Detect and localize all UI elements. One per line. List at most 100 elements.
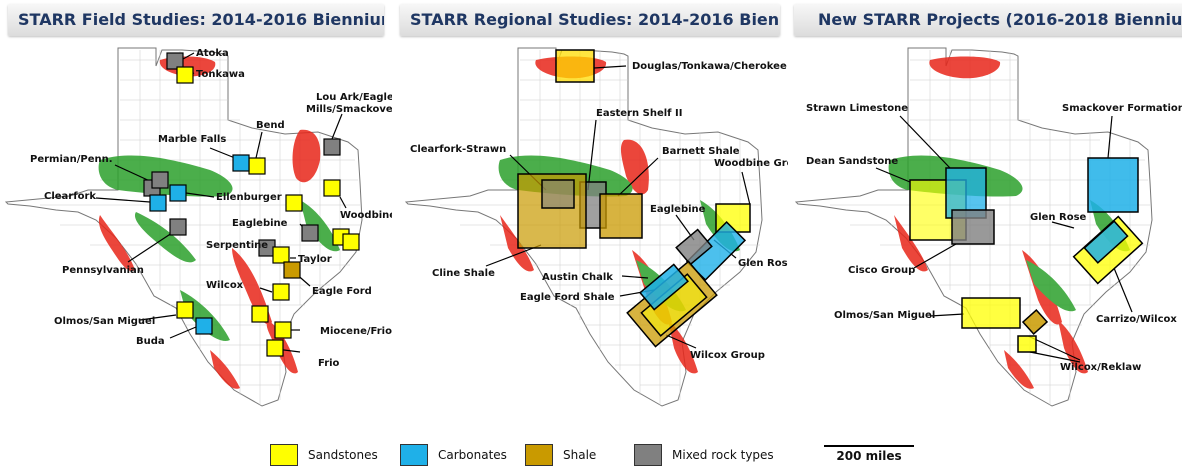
panel-regional-studies: STARR Regional Studies: 2014-2016 Bienni… — [396, 0, 788, 440]
label-atoka: Atoka — [196, 48, 229, 59]
panel-title: STARR Regional Studies: 2014-2016 Bienni… — [400, 4, 780, 36]
label-eagle-ford-shale: Eagle Ford Shale — [520, 292, 615, 303]
label-eagle-ford: Eagle Ford — [312, 286, 372, 297]
study-box-woodbine-3 — [342, 233, 360, 251]
panel-field-studies: STARR Field Studies: 2014-2016 Biennium — [0, 0, 392, 440]
label-glen-rose: Glen Rose — [738, 258, 788, 269]
region-box-austin-chalk — [639, 263, 689, 311]
label-olmos-san-miguel: Olmos/San Miguel — [834, 310, 935, 321]
legend-swatch-shale — [525, 444, 553, 466]
study-area-boxes — [143, 52, 360, 357]
study-box-ellenburger — [169, 184, 187, 202]
scale-bar: 200 miles — [824, 445, 914, 463]
panel-title: New STARR Projects (2016-2018 Biennium) — [794, 4, 1182, 36]
label-glen-rose: Glen Rose — [1030, 212, 1087, 223]
region-box-cline-shale — [541, 179, 575, 209]
label-wilcox-group: Wilcox Group — [690, 350, 765, 361]
texas-map-regional-studies: Douglas/Tonkawa/Cherokee Eastern Shelf I… — [404, 47, 788, 407]
label-woodbine-group: Woodbine Group — [714, 158, 788, 169]
label-miocene-frio: Miocene/Frio — [320, 326, 392, 337]
legend-item-sandstones: Sandstones — [270, 444, 378, 466]
legend-label: Carbonates — [438, 448, 507, 462]
project-box-glen-rose — [1083, 220, 1129, 264]
project-box-reklaw-2 — [1017, 335, 1037, 353]
legend-item-shale: Shale — [525, 444, 596, 466]
label-pennsylvanian: Pennsylvanian — [62, 265, 144, 276]
legend-item-carbonates: Carbonates — [400, 444, 507, 466]
label-tonkawa: Tonkawa — [196, 69, 245, 80]
label-marble-falls: Marble Falls — [158, 134, 226, 145]
region-box-eaglebine — [675, 228, 713, 266]
legend-swatch-sandstones — [270, 444, 298, 466]
label-taylor: Taylor — [298, 254, 332, 265]
label-bend: Bend — [256, 120, 285, 131]
study-box-woodbine-1 — [323, 179, 341, 197]
study-labels: Douglas/Tonkawa/Cherokee Eastern Shelf I… — [410, 61, 788, 361]
study-box-marble-falls — [232, 154, 250, 172]
study-box-lou-ark — [323, 138, 341, 156]
label-serpentine: Serpentine — [206, 240, 268, 251]
study-box-taylor — [272, 246, 290, 264]
label-woodbine: Woodbine — [340, 210, 392, 221]
project-box-olmos — [961, 297, 1021, 329]
label-frio: Frio — [318, 358, 340, 369]
legend-label: Mixed rock types — [672, 448, 774, 462]
study-area-boxes — [909, 157, 1144, 353]
label-austin-chalk: Austin Chalk — [542, 272, 613, 283]
label-cline-shale: Cline Shale — [432, 268, 495, 279]
texas-map-new-projects: Strawn Limestone Smackover Formation Dea… — [794, 47, 1182, 407]
study-box-eaglebine-2 — [301, 224, 319, 242]
legend-label: Shale — [563, 448, 597, 462]
study-box-bend — [248, 157, 266, 175]
study-box-eaglebine-1 — [285, 194, 303, 212]
project-box-cisco-group — [951, 209, 995, 245]
study-box-pennsylvanian — [169, 218, 187, 236]
study-box-permian-penn-2 — [151, 171, 169, 189]
label-clearfork-strawn: Clearfork-Strawn — [410, 144, 506, 155]
study-box-clearfork — [149, 194, 167, 212]
label-buda: Buda — [136, 336, 165, 347]
label-eastern-shelf: Eastern Shelf II — [596, 108, 682, 119]
label-eaglebine: Eaglebine — [650, 204, 706, 215]
legend-swatch-carbonates — [400, 444, 428, 466]
project-box-smackover — [1087, 157, 1139, 213]
panel-title: STARR Field Studies: 2014-2016 Biennium — [8, 4, 384, 36]
label-cisco-group: Cisco Group — [848, 265, 915, 276]
legend-label: Sandstones — [308, 448, 378, 462]
label-smackover: Smackover Formation — [1062, 103, 1182, 114]
study-box-miocene-frio — [274, 321, 292, 339]
study-box-buda — [195, 317, 213, 335]
label-barnett-shale: Barnett Shale — [662, 146, 740, 157]
label-strawn-limestone: Strawn Limestone — [806, 103, 908, 114]
project-box-reklaw-1 — [1021, 308, 1049, 336]
study-labels: Atoka Tonkawa Lou Ark/Eagle Mills/Smacko… — [30, 48, 392, 369]
study-box-olmos — [176, 301, 194, 319]
legend-item-mixed: Mixed rock types — [634, 444, 774, 466]
label-eaglebine: Eaglebine — [232, 218, 288, 229]
leader-lines — [485, 65, 751, 349]
texas-map-field-studies: Atoka Tonkawa Lou Ark/Eagle Mills/Smacko… — [4, 47, 392, 407]
label-ellenburger: Ellenburger — [216, 192, 282, 203]
study-box-wilcox-1 — [272, 283, 290, 301]
panel-new-projects: New STARR Projects (2016-2018 Biennium) — [790, 0, 1182, 440]
label-lou-ark: Lou Ark/Eagle — [316, 92, 392, 103]
scale-line — [824, 445, 914, 447]
label-douglas: Douglas/Tonkawa/Cherokee — [632, 61, 787, 72]
scale-label: 200 miles — [836, 449, 902, 463]
label-wilcox-reklaw: Wilcox/Reklaw — [1060, 362, 1141, 373]
study-box-atoka — [166, 52, 184, 70]
label-mills-smackover: Mills/Smackover — [306, 104, 392, 115]
label-dean-sandstone: Dean Sandstone — [806, 156, 898, 167]
study-box-wilcox-2 — [251, 305, 269, 323]
leader-lines — [875, 115, 1133, 363]
label-carrizo-wilcox: Carrizo/Wilcox — [1096, 314, 1177, 325]
study-box-tonkawa — [176, 66, 194, 84]
region-box-barnett-shale — [599, 193, 643, 239]
label-wilcox: Wilcox — [206, 280, 244, 291]
region-box-douglas — [555, 49, 595, 83]
label-clearfork: Clearfork — [44, 191, 96, 202]
study-area-boxes — [517, 49, 751, 348]
label-olmos-san-miguel: Olmos/San Miguel — [54, 316, 155, 327]
study-labels: Strawn Limestone Smackover Formation Dea… — [806, 103, 1182, 373]
study-box-eagle-ford — [283, 261, 301, 279]
